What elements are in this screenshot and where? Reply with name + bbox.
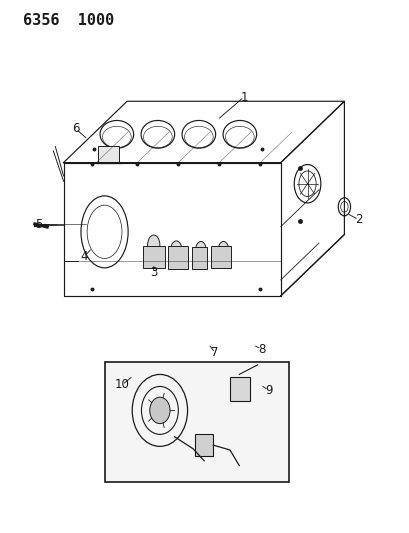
Bar xyxy=(195,434,213,456)
Bar xyxy=(211,246,230,268)
Ellipse shape xyxy=(170,241,182,260)
Text: 10: 10 xyxy=(115,378,129,391)
Text: 9: 9 xyxy=(264,384,272,397)
Bar xyxy=(168,246,187,269)
Text: 6: 6 xyxy=(72,123,79,135)
Text: 5: 5 xyxy=(35,219,43,231)
Text: 8: 8 xyxy=(257,343,265,356)
Ellipse shape xyxy=(195,241,206,260)
Text: 3: 3 xyxy=(150,266,157,279)
Text: 1: 1 xyxy=(240,91,247,103)
Ellipse shape xyxy=(149,397,170,424)
Text: 6356  1000: 6356 1000 xyxy=(22,13,114,28)
Bar xyxy=(97,146,119,163)
Ellipse shape xyxy=(147,235,160,255)
Ellipse shape xyxy=(218,241,228,260)
Bar xyxy=(104,362,288,482)
Text: 2: 2 xyxy=(354,213,362,226)
Text: 7: 7 xyxy=(211,346,218,359)
Bar xyxy=(191,247,207,269)
Text: 4: 4 xyxy=(80,251,88,263)
Bar xyxy=(229,377,249,401)
Bar xyxy=(143,246,164,268)
